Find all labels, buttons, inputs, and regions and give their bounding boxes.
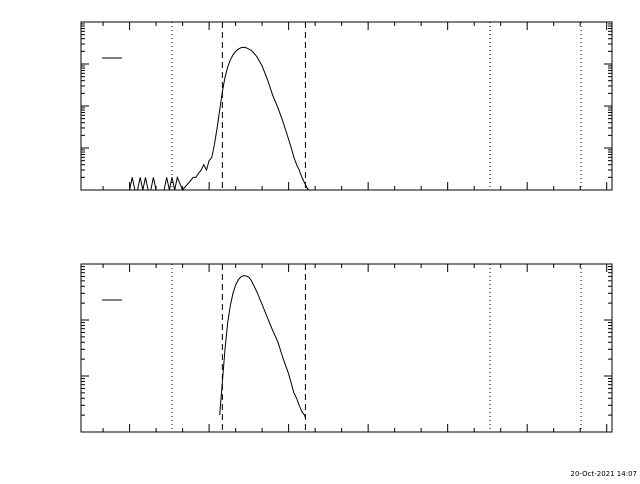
hi-channel-panel	[80, 263, 613, 433]
timestamp-label: 20-Oct-2021 14:07	[571, 470, 637, 478]
series-line	[219, 275, 306, 418]
series-line	[126, 46, 310, 191]
lo-channel-panel	[80, 21, 613, 191]
